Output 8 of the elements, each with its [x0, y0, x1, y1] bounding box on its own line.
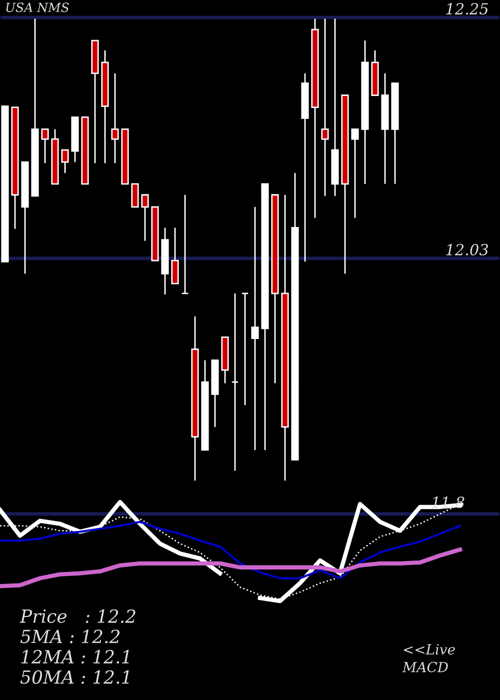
y-tick-label: 12.25 [446, 3, 488, 15]
text: 5MA : 12.2 [20, 630, 120, 644]
text: Price : 12.2 [20, 609, 136, 623]
chart-title: USA NMS [6, 2, 69, 12]
y-tick-label: 12.03 [446, 244, 488, 256]
text: <<Live MACD [402, 644, 455, 672]
text: 50MA : 12.1 [20, 670, 129, 684]
text: 12MA : 12.1 [21, 650, 129, 664]
